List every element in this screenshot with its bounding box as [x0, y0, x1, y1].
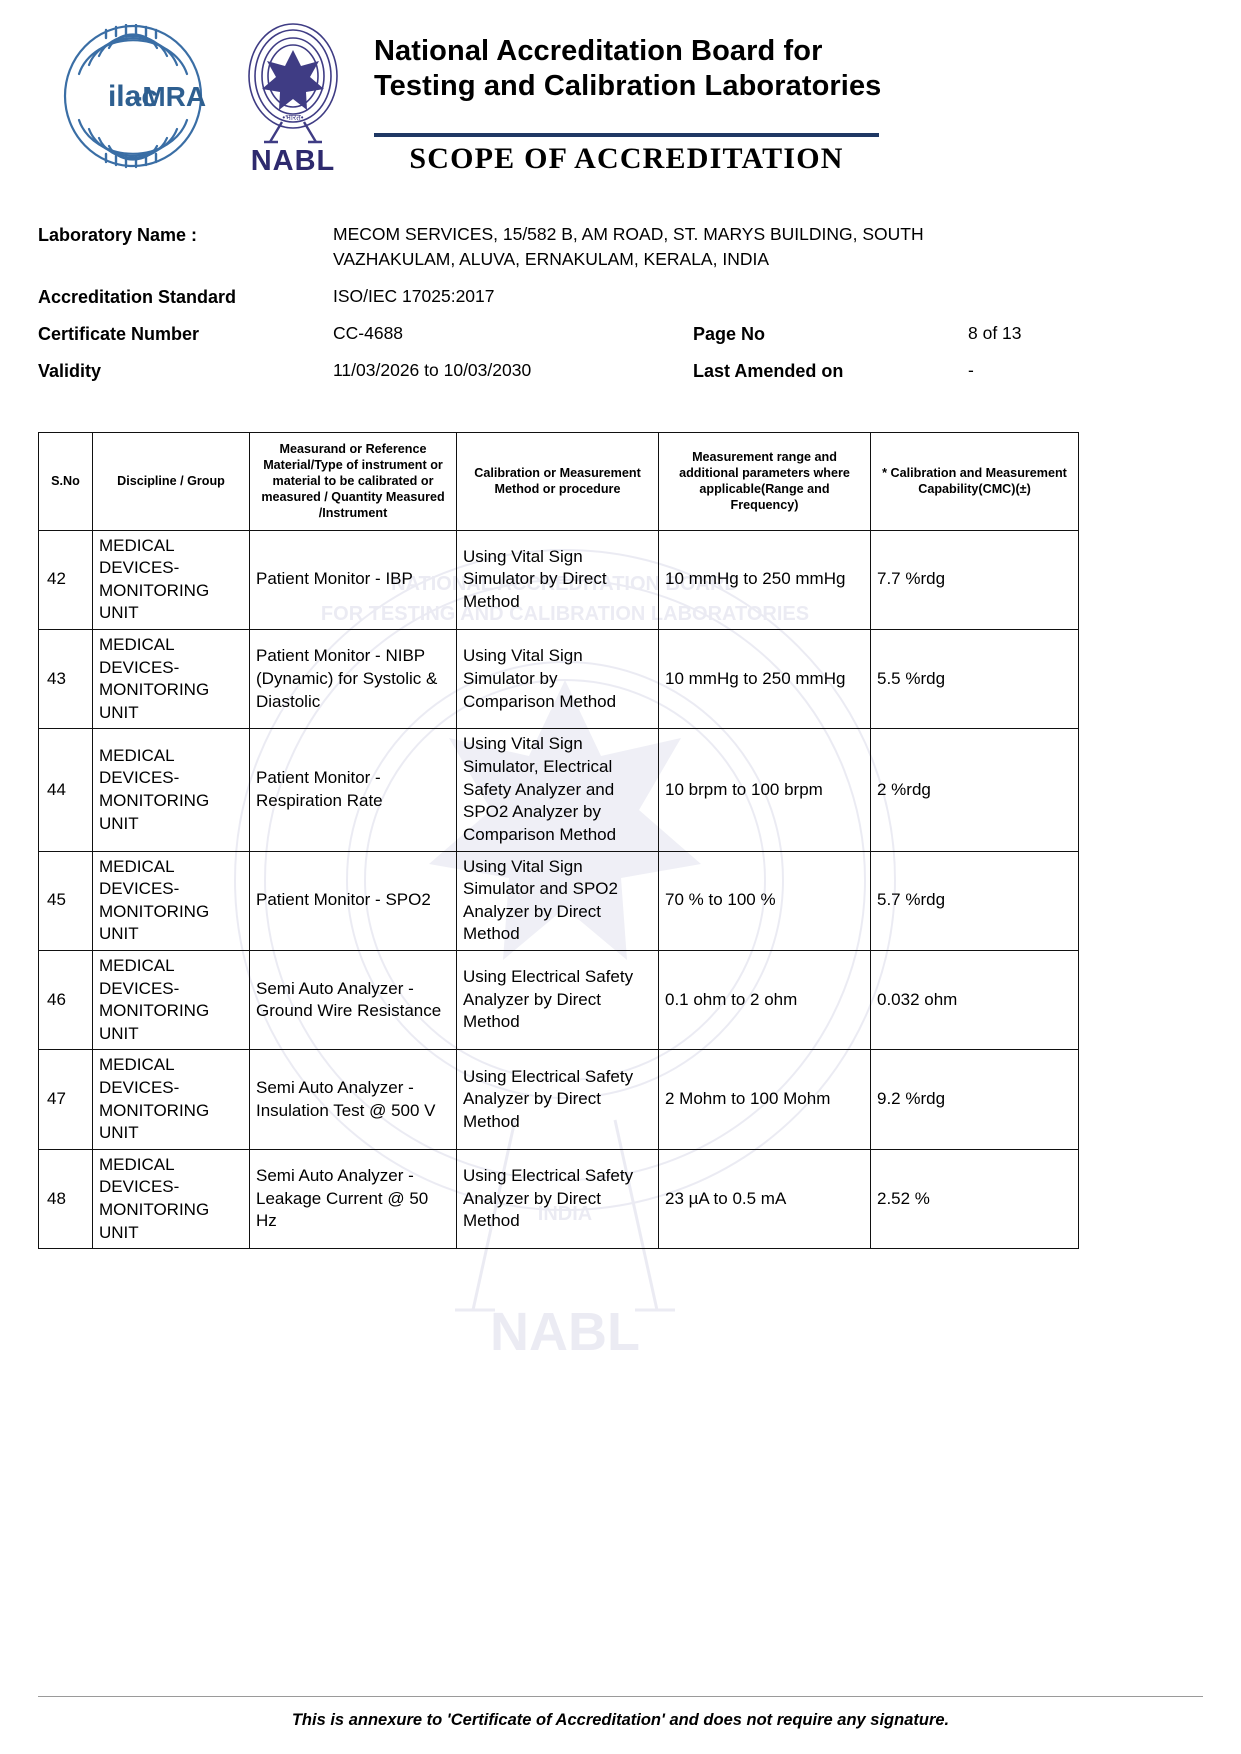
page-no-value: 8 of 13 [968, 322, 1022, 343]
footer-divider [38, 1696, 1203, 1697]
col-header-discipline: Discipline / Group [92, 432, 250, 531]
cell-discipline: MEDICAL DEVICES-MONITORING UNIT [92, 1049, 250, 1150]
cell-discipline: MEDICAL DEVICES-MONITORING UNIT [92, 629, 250, 730]
cell-range: 10 mmHg to 250 mmHg [658, 529, 871, 631]
lab-name-value: MECOM SERVICES, 15/582 B, AM ROAD, ST. M… [333, 224, 924, 270]
cell-measurand: Semi Auto Analyzer - Insulation Test @ 5… [249, 1049, 457, 1150]
cell-method: Using Vital Sign Simulator, Electrical S… [456, 728, 659, 852]
svg-text:•भारत•: •भारत• [282, 113, 303, 122]
cell-measurand: Patient Monitor - NIBP (Dynamic) for Sys… [249, 629, 457, 730]
title-block: National Accreditation Board for Testing… [358, 18, 1203, 176]
table-row: 45 MEDICAL DEVICES-MONITORING UNIT Patie… [38, 850, 1079, 951]
table-row: 43 MEDICAL DEVICES-MONITORING UNIT Patie… [38, 629, 1079, 730]
cell-measurand: Patient Monitor - Respiration Rate [249, 728, 457, 852]
svg-text:NABL: NABL [490, 1302, 640, 1350]
cell-cmc: 5.5 %rdg [870, 629, 1079, 730]
col-header-cmc: * Calibration and Measurement Capability… [870, 432, 1079, 531]
lab-name-label: Laboratory Name : [38, 225, 198, 245]
accreditation-standard-value: ISO/IEC 17025:2017 [333, 285, 495, 306]
certificate-number-value: CC-4688 [333, 322, 404, 343]
nabl-logo: •भारत• NABL [228, 18, 358, 178]
cell-sno: 48 [38, 1148, 93, 1250]
cell-cmc: 0.032 ohm [870, 949, 1079, 1051]
scope-table-head: S.No Discipline / Group Measurand or Ref… [38, 432, 1079, 531]
document-page: ilac -MRA •भारत• NABL [38, 18, 1203, 1250]
cell-cmc: 2.52 % [870, 1148, 1079, 1250]
col-header-sno: S.No [38, 432, 93, 531]
footer-note: This is annexure to 'Certificate of Accr… [291, 1711, 950, 1729]
page-title: SCOPE OF ACCREDITATION [409, 141, 844, 175]
scope-title-wrap: SCOPE OF ACCREDITATION [374, 132, 879, 176]
col-header-measurand: Measurand or Reference Material/Type of … [249, 432, 457, 531]
lab-name-row: Laboratory Name : MECOM SERVICES, 15/582… [38, 222, 1203, 273]
cell-cmc: 9.2 %rdg [870, 1049, 1079, 1150]
cell-method: Using Electrical Safety Analyzer by Dire… [456, 1049, 659, 1150]
accreditation-standard-row: Accreditation Standard ISO/IEC 17025:201… [38, 284, 1203, 310]
cell-discipline: MEDICAL DEVICES-MONITORING UNIT [92, 728, 250, 852]
cell-sno: 46 [38, 949, 93, 1051]
cell-discipline: MEDICAL DEVICES-MONITORING UNIT [92, 949, 250, 1051]
table-row: 47 MEDICAL DEVICES-MONITORING UNIT Semi … [38, 1049, 1079, 1150]
cell-cmc: 2 %rdg [870, 728, 1079, 852]
cell-method: Using Vital Sign Simulator and SPO2 Anal… [456, 850, 659, 951]
cell-method: Using Vital Sign Simulator by Direct Met… [456, 529, 659, 631]
validity-label: Validity [38, 360, 102, 381]
cell-discipline: MEDICAL DEVICES-MONITORING UNIT [92, 529, 250, 631]
lab-info-block: Laboratory Name : MECOM SERVICES, 15/582… [38, 222, 1203, 384]
cell-discipline: MEDICAL DEVICES-MONITORING UNIT [92, 1148, 250, 1250]
document-header: ilac -MRA •भारत• NABL [38, 18, 1203, 198]
cell-range: 70 % to 100 % [658, 850, 871, 951]
certificate-number-row: Certificate Number CC-4688 Page No 8 of … [38, 321, 1203, 347]
nabl-emblem-icon: •भारत• [248, 23, 338, 144]
cell-method: Using Vital Sign Simulator by Comparison… [456, 629, 659, 730]
col-header-range: Measurement range and additional paramet… [658, 432, 871, 531]
cell-measurand: Semi Auto Analyzer - Ground Wire Resista… [249, 949, 457, 1051]
cell-sno: 43 [38, 629, 93, 730]
page-no-label: Page No [693, 323, 766, 344]
cell-method: Using Electrical Safety Analyzer by Dire… [456, 1148, 659, 1250]
cell-measurand: Semi Auto Analyzer - Leakage Current @ 5… [249, 1148, 457, 1250]
cell-sno: 44 [38, 728, 93, 852]
cell-range: 23 µA to 0.5 mA [658, 1148, 871, 1250]
cell-discipline: MEDICAL DEVICES-MONITORING UNIT [92, 850, 250, 951]
cell-cmc: 5.7 %rdg [870, 850, 1079, 951]
cell-range: 10 brpm to 100 brpm [658, 728, 871, 852]
table-row: 46 MEDICAL DEVICES-MONITORING UNIT Semi … [38, 949, 1079, 1051]
svg-text:ilac: ilac [107, 80, 157, 113]
scope-table: S.No Discipline / Group Measurand or Ref… [38, 432, 1079, 1250]
org-title-line-1: National Accreditation Board for [374, 35, 823, 67]
cell-cmc: 7.7 %rdg [870, 529, 1079, 631]
cell-sno: 42 [38, 529, 93, 631]
certificate-number-label: Certificate Number [38, 323, 200, 344]
cell-range: 10 mmHg to 250 mmHg [658, 629, 871, 730]
last-amended-label: Last Amended on [693, 360, 844, 381]
col-header-method: Calibration or Measurement Method or pro… [456, 432, 659, 531]
cell-measurand: Patient Monitor - IBP [249, 529, 457, 631]
cell-method: Using Electrical Safety Analyzer by Dire… [456, 949, 659, 1051]
org-title-line-2: Testing and Calibration Laboratories [374, 70, 882, 103]
table-row: 44 MEDICAL DEVICES-MONITORING UNIT Patie… [38, 728, 1079, 852]
document-footer: This is annexure to 'Certificate of Accr… [38, 1696, 1203, 1730]
validity-row: Validity 11/03/2026 to 10/03/2030 Last A… [38, 358, 1203, 384]
table-row: 42 MEDICAL DEVICES-MONITORING UNIT Patie… [38, 529, 1079, 631]
accreditation-standard-label: Accreditation Standard [38, 286, 237, 307]
ilac-mra-logo: ilac -MRA [38, 18, 228, 174]
cell-sno: 47 [38, 1049, 93, 1150]
last-amended-value: - [968, 359, 974, 380]
scope-table-body: 42 MEDICAL DEVICES-MONITORING UNIT Patie… [38, 529, 1079, 1250]
validity-value: 11/03/2026 to 10/03/2030 [333, 359, 532, 380]
svg-text:-MRA: -MRA [133, 81, 206, 112]
nabl-logo-text: NABL [250, 145, 336, 177]
cell-range: 2 Mohm to 100 Mohm [658, 1049, 871, 1150]
table-row: 48 MEDICAL DEVICES-MONITORING UNIT Semi … [38, 1148, 1079, 1250]
table-header-row: S.No Discipline / Group Measurand or Ref… [38, 432, 1079, 531]
cell-range: 0.1 ohm to 2 ohm [658, 949, 871, 1051]
ilac-mra-icon: ilac -MRA [63, 24, 206, 169]
cell-measurand: Patient Monitor - SPO2 [249, 850, 457, 951]
cell-sno: 45 [38, 850, 93, 951]
